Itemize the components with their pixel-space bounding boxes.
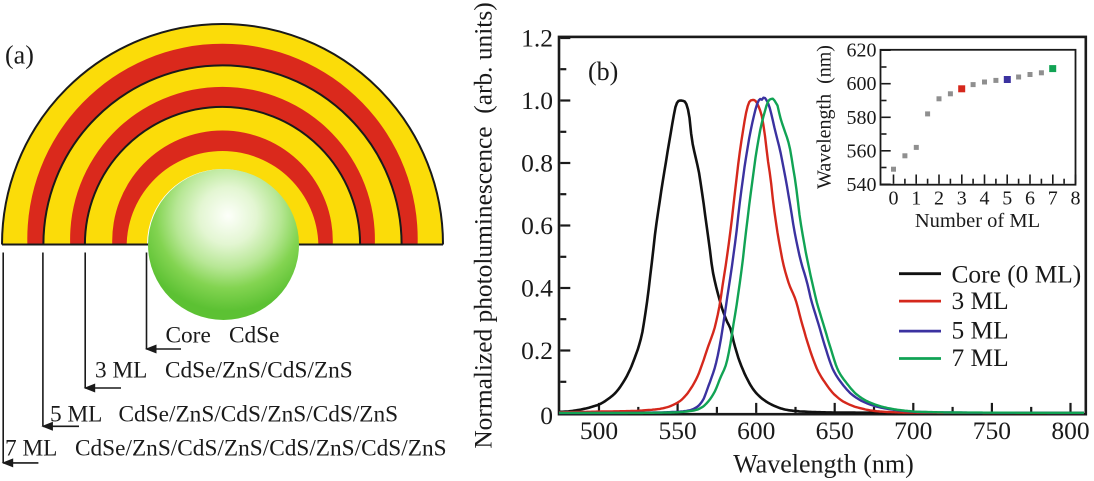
- svg-text:0: 0: [889, 188, 899, 210]
- svg-text:5: 5: [1002, 188, 1012, 210]
- svg-text:Normalized photoluminescence: Normalized photoluminescence (arb. units…: [470, 2, 498, 448]
- svg-text:CdSe/ZnS/CdS/ZnS/CdS/ZnS/CdS/Z: CdSe/ZnS/CdS/ZnS/CdS/ZnS/CdS/ZnS: [75, 436, 447, 462]
- svg-text:800: 800: [1051, 416, 1089, 445]
- svg-text:7 ML: 7 ML: [5, 436, 57, 462]
- svg-text:7 ML: 7 ML: [952, 344, 1009, 372]
- svg-text:580: 580: [847, 107, 877, 129]
- svg-text:Wavelength (nm): Wavelength (nm): [814, 45, 836, 189]
- svg-text:0.6: 0.6: [521, 211, 553, 240]
- svg-text:700: 700: [894, 416, 932, 445]
- svg-text:CdSe/ZnS/CdS/ZnS/CdS/ZnS: CdSe/ZnS/CdS/ZnS/CdS/ZnS: [119, 402, 399, 428]
- svg-text:600: 600: [737, 416, 775, 445]
- svg-text:1.0: 1.0: [521, 86, 553, 115]
- svg-text:CdSe: CdSe: [229, 323, 279, 349]
- svg-text:3 ML: 3 ML: [95, 358, 147, 384]
- svg-text:1: 1: [911, 188, 921, 210]
- svg-text:(b): (b): [588, 57, 618, 86]
- svg-text:1.2: 1.2: [521, 24, 553, 53]
- svg-text:540: 540: [847, 174, 877, 196]
- svg-text:750: 750: [973, 416, 1011, 445]
- svg-text:620: 620: [847, 40, 877, 62]
- svg-text:4: 4: [980, 188, 990, 210]
- svg-text:Core: Core: [166, 323, 211, 349]
- svg-text:560: 560: [847, 140, 877, 162]
- svg-text:500: 500: [580, 416, 618, 445]
- svg-text:5 ML: 5 ML: [50, 402, 102, 428]
- svg-text:650: 650: [816, 416, 854, 445]
- svg-text:Core (0 ML): Core (0 ML): [952, 261, 1082, 289]
- svg-text:3 ML: 3 ML: [952, 287, 1009, 315]
- svg-text:0.2: 0.2: [521, 336, 553, 365]
- svg-text:8: 8: [1071, 188, 1081, 210]
- svg-text:Wavelength (nm): Wavelength (nm): [733, 450, 914, 479]
- svg-text:600: 600: [847, 73, 877, 95]
- svg-text:6: 6: [1025, 188, 1035, 210]
- svg-text:0.4: 0.4: [521, 274, 553, 303]
- svg-text:(a): (a): [5, 41, 34, 70]
- svg-text:7: 7: [1048, 188, 1058, 210]
- svg-text:Number of ML: Number of ML: [915, 210, 1040, 232]
- svg-text:2: 2: [934, 188, 944, 210]
- svg-text:550: 550: [658, 416, 696, 445]
- svg-text:5 ML: 5 ML: [952, 317, 1009, 345]
- svg-text:3: 3: [957, 188, 967, 210]
- svg-text:0: 0: [540, 401, 553, 430]
- svg-text:CdSe/ZnS/CdS/ZnS: CdSe/ZnS/CdS/ZnS: [165, 358, 353, 384]
- svg-text:0.8: 0.8: [521, 149, 553, 178]
